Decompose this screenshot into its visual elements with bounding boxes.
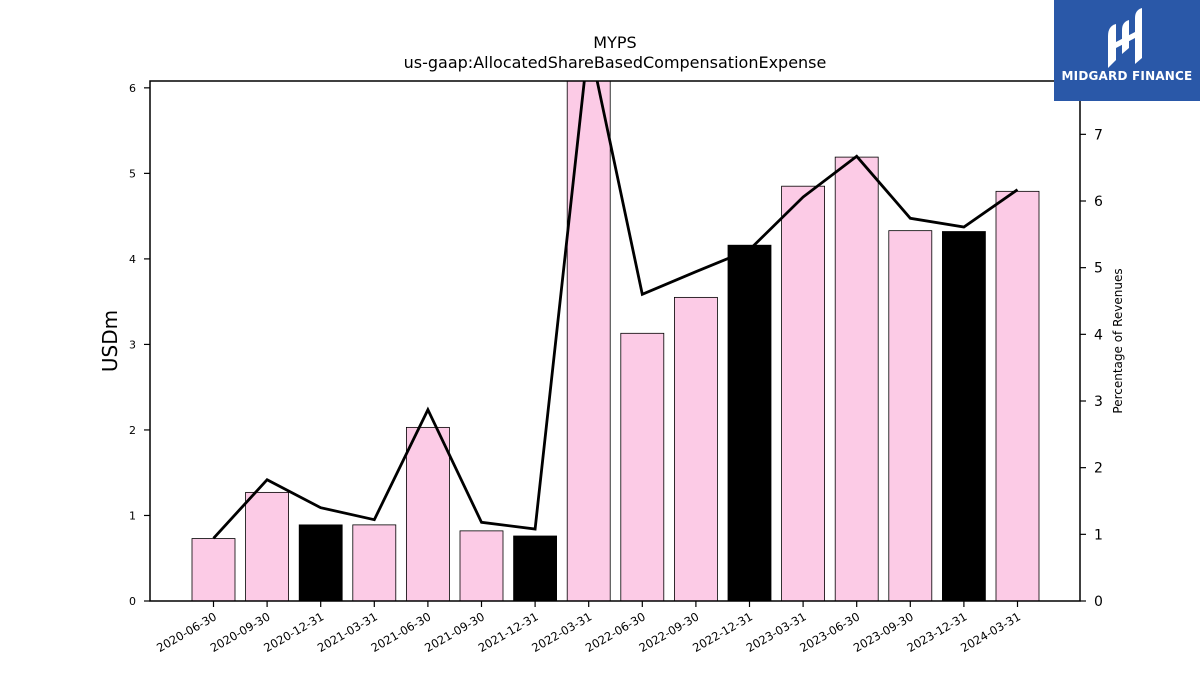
y2-tick-label: 2 — [1094, 461, 1103, 477]
x-tick-label: 2023-06-30 — [797, 609, 862, 655]
bar-2021-03-31 — [352, 524, 397, 601]
logo-mark-icon — [1108, 8, 1142, 68]
revenue-percentage-line — [212, 81, 1019, 540]
line-group — [212, 81, 1019, 540]
brand-logo: MIDGARD FINANCE — [1054, 0, 1200, 101]
y-tick-label: 0 — [129, 595, 136, 608]
x-tick-label: 2021-09-30 — [422, 609, 487, 655]
bar-2020-12-31 — [298, 524, 343, 601]
bar-2023-09-30 — [888, 230, 933, 601]
bar-2021-09-30 — [459, 530, 504, 601]
x-tick-label: 2021-03-31 — [315, 609, 380, 655]
plot-frame — [149, 80, 1081, 602]
y-tick-label: 1 — [129, 509, 136, 522]
bar-2023-06-30 — [834, 156, 879, 601]
y2-tick-label: 3 — [1094, 394, 1103, 410]
x-tick-label: 2022-03-31 — [529, 609, 594, 655]
x-tick-label: 2022-09-30 — [637, 609, 702, 655]
y-axis-label: USDm — [98, 310, 122, 372]
y2-tick-label: 5 — [1094, 261, 1103, 277]
bar-2022-03-31 — [566, 81, 611, 601]
bar-group — [191, 81, 1040, 601]
x-tick-label: 2022-06-30 — [583, 609, 648, 655]
y-axis-right: 0 1 2 3 4 5 6 7 — [1080, 127, 1103, 610]
x-tick-label: 2021-06-30 — [369, 609, 434, 655]
x-tick-label: 2022-12-31 — [690, 609, 755, 655]
brand-name: MIDGARD FINANCE — [1061, 69, 1193, 83]
y-tick-label: 3 — [129, 338, 136, 351]
x-tick-label: 2023-12-31 — [905, 609, 970, 655]
bar-2020-09-30 — [245, 491, 290, 601]
x-tick-label: 2021-12-31 — [476, 609, 541, 655]
y-tick-label: 5 — [129, 167, 136, 180]
y2-tick-label: 1 — [1094, 527, 1103, 543]
bar-2023-12-31 — [942, 231, 986, 601]
x-tick-label: 2020-09-30 — [208, 609, 273, 655]
y2-tick-label: 4 — [1094, 327, 1103, 343]
y2-tick-label: 6 — [1094, 194, 1103, 210]
bar-2021-12-31 — [513, 535, 557, 601]
bar-2022-06-30 — [620, 332, 665, 601]
y2-tick-label: 7 — [1094, 127, 1103, 143]
bar-2021-06-30 — [405, 426, 450, 601]
bar-2022-09-30 — [674, 296, 718, 601]
y2-axis-label: Percentage of Revenues — [1111, 268, 1125, 413]
y-tick-label: 6 — [129, 82, 136, 95]
bar-2023-03-31 — [781, 185, 825, 601]
x-tick-label: 2023-09-30 — [851, 609, 916, 655]
y-axis-left: 0 1 2 3 4 5 6 — [129, 82, 150, 608]
bar-2024-03-31 — [995, 190, 1040, 601]
y-tick-label: 2 — [129, 424, 136, 437]
x-tick-label: 2020-12-31 — [261, 609, 326, 655]
chart-title: MYPS — [593, 33, 636, 52]
chart-subtitle: us-gaap:AllocatedShareBasedCompensationE… — [404, 53, 827, 72]
x-tick-label: 2023-03-31 — [744, 609, 809, 655]
x-tick-label: 2020-06-30 — [154, 609, 219, 655]
y-tick-label: 4 — [129, 253, 136, 266]
bar-2020-06-30 — [191, 538, 236, 601]
x-tick-label: 2024-03-31 — [958, 609, 1023, 655]
y2-tick-label: 0 — [1094, 594, 1103, 610]
bar-2022-12-31 — [727, 244, 772, 601]
x-axis: 2020-06-302020-09-302020-12-312021-03-31… — [154, 601, 1023, 655]
